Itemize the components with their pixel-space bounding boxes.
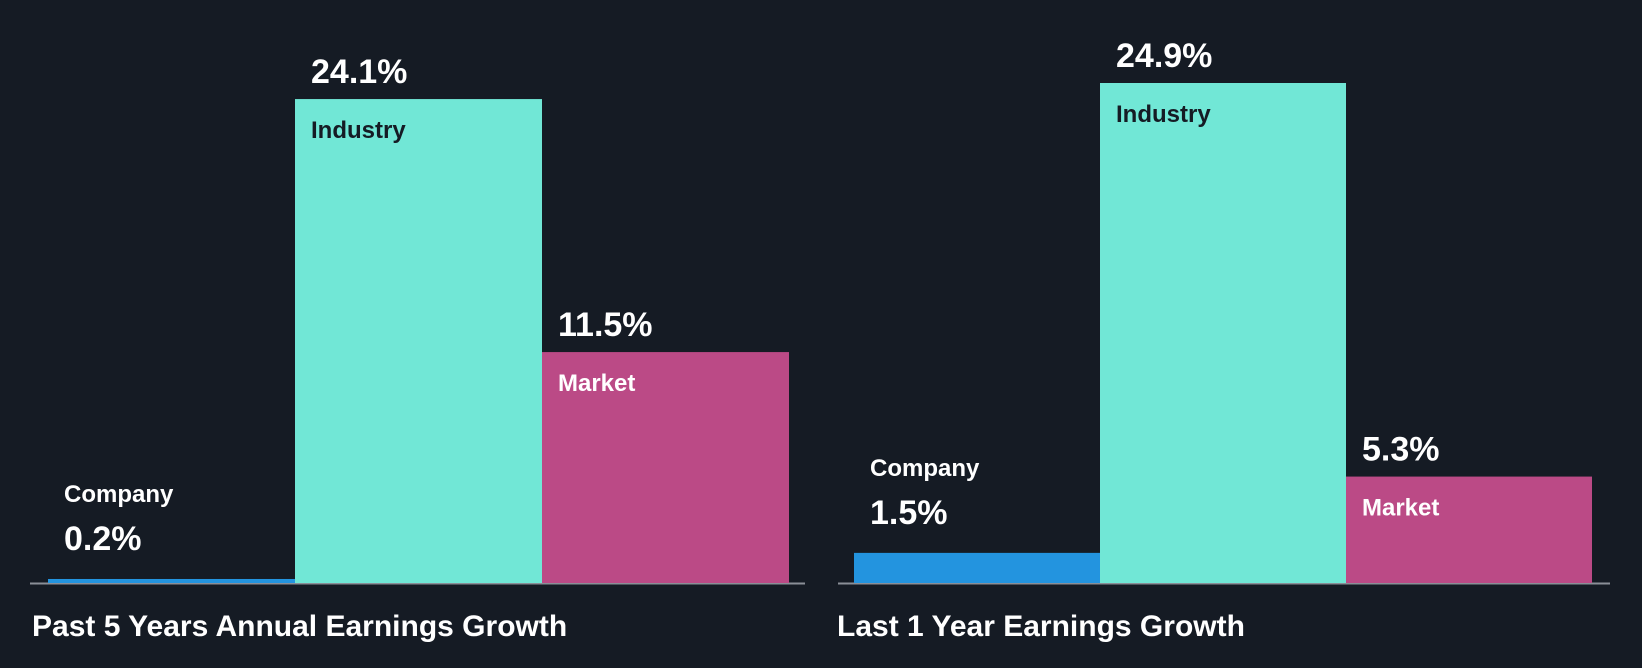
last-1-year-industry-bar — [1100, 83, 1346, 583]
past-5-years-market-category-label: Market — [558, 370, 635, 397]
past-5-years-industry-bar — [295, 99, 542, 583]
past-5-years-company-category-label: Company — [64, 481, 174, 508]
last-1-year-market-bar — [1346, 476, 1592, 583]
past-5-years-industry-category-label: Industry — [311, 117, 406, 144]
last-1-year-chart-title: Last 1 Year Earnings Growth — [837, 610, 1245, 643]
last-1-year-company-bar — [854, 552, 1100, 583]
last-1-year-company-value-label: 1.5% — [870, 494, 948, 532]
past-5-years-company-bar — [48, 578, 295, 583]
last-1-year-industry-value-label: 24.9% — [1116, 37, 1212, 75]
past-5-years-industry-value-label: 24.1% — [311, 53, 407, 91]
last-1-year-company-category-label: Company — [870, 455, 980, 482]
past-5-years-chart-title: Past 5 Years Annual Earnings Growth — [32, 610, 567, 643]
last-1-year-market-category-label: Market — [1362, 495, 1439, 522]
past-5-years-company-value-label: 0.2% — [64, 520, 142, 558]
last-1-year-market-value-label: 5.3% — [1362, 431, 1440, 469]
last-1-year-industry-category-label: Industry — [1116, 101, 1211, 128]
past-5-years-market-bar — [542, 352, 789, 583]
past-5-years-market-value-label: 11.5% — [558, 306, 653, 344]
